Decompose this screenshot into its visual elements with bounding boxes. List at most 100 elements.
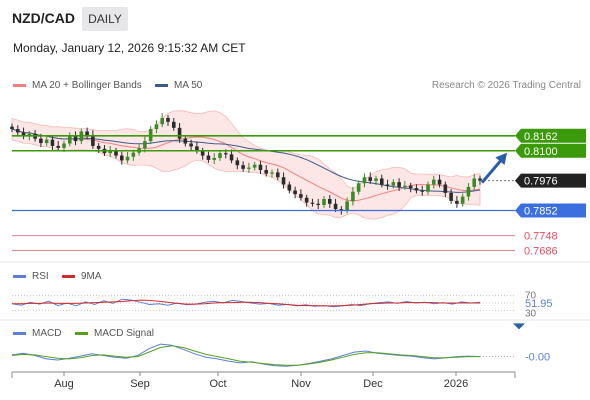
legend-macd-signal-label: MACD Signal xyxy=(94,328,155,339)
candle-body xyxy=(114,150,118,156)
candle-body xyxy=(299,194,303,198)
candle-body xyxy=(189,143,193,147)
rsi-tick-label: 30 xyxy=(525,308,537,319)
candle-body xyxy=(345,201,349,211)
x-axis-label: Oct xyxy=(209,378,226,390)
candle-body xyxy=(108,150,113,154)
candle-body xyxy=(171,121,176,128)
candle-body xyxy=(374,178,378,181)
legend-ma20-bb: MA 20 + Bollinger Bands xyxy=(13,80,142,91)
candle-body xyxy=(56,145,61,148)
price-level-tag xyxy=(515,128,586,143)
candle-body xyxy=(229,154,234,161)
candle-body xyxy=(408,185,413,189)
candle-body xyxy=(119,155,124,161)
price-level-tag xyxy=(515,173,586,188)
candle-body xyxy=(478,178,482,181)
symbol-title: NZD/CAD xyxy=(12,10,75,26)
legend-ma50: MA 50 xyxy=(155,80,202,91)
candle-body xyxy=(91,135,95,146)
projection-arrowhead xyxy=(495,152,507,166)
legend-macd-signal: MACD Signal xyxy=(75,328,154,339)
candle-body xyxy=(160,117,165,125)
candle-body xyxy=(183,138,188,144)
price-level-tag xyxy=(515,203,586,218)
rsi-value-label: 51.95 xyxy=(525,298,553,310)
candle-body xyxy=(460,196,465,204)
macd-signal-swatch xyxy=(75,331,88,335)
legend-ma50-label: MA 50 xyxy=(174,80,203,91)
research-credit: Research © 2026 Trading Central xyxy=(431,80,581,91)
candle-body xyxy=(177,127,182,139)
price-level-label: 0.8162 xyxy=(524,131,558,143)
price-level-label: 0.7852 xyxy=(524,206,558,218)
candle-body xyxy=(166,117,170,122)
candle-body xyxy=(96,145,101,149)
candle-body xyxy=(154,124,159,130)
chart-datetime: Monday, January 12, 2026 9:15:32 AM CET xyxy=(13,41,246,55)
time-axis: Aug Sep Oct Nov Dec 2026 xyxy=(11,371,516,390)
bollinger-bands xyxy=(11,110,481,220)
ma20-swatch xyxy=(13,83,26,87)
macd-value-label: -0.00 xyxy=(525,352,550,364)
candle-body xyxy=(275,172,280,178)
price-panel xyxy=(0,110,590,321)
candle-body xyxy=(247,167,251,169)
candle-body xyxy=(414,188,419,191)
candle-body xyxy=(322,198,326,205)
candle-body xyxy=(85,131,89,136)
legend-rsi: RSI xyxy=(13,271,49,282)
candle-body xyxy=(195,146,199,151)
price-level-label: 0.8100 xyxy=(524,146,558,158)
candle-body xyxy=(125,156,130,161)
x-axis-label: Nov xyxy=(291,378,311,390)
rsi-arrow-icon xyxy=(513,323,525,330)
candle-body xyxy=(310,202,315,204)
candle-body xyxy=(252,164,257,168)
ma20-line xyxy=(11,128,481,202)
candle-body xyxy=(241,165,245,169)
candle-body xyxy=(21,132,26,137)
legend-macd: MACD xyxy=(13,328,61,339)
candle-body xyxy=(62,143,66,148)
candle-body xyxy=(206,155,211,160)
candle-body xyxy=(50,139,55,146)
ma50-swatch xyxy=(155,83,168,87)
candle-body xyxy=(258,164,263,171)
candle-body xyxy=(316,203,321,205)
candle-body xyxy=(327,198,332,204)
candle-body xyxy=(455,200,459,204)
candle-body xyxy=(73,136,78,142)
candle-body xyxy=(212,157,217,160)
candle-body xyxy=(333,203,338,210)
candle-body xyxy=(443,184,448,193)
legend-ma20-label: MA 20 + Bollinger Bands xyxy=(32,80,142,91)
x-axis-label: Dec xyxy=(363,378,383,390)
legend-macd-label: MACD xyxy=(32,328,62,339)
candle-body xyxy=(131,152,136,157)
candle-body xyxy=(437,179,442,185)
price-level-label: 0.7686 xyxy=(524,246,558,258)
timeframe-badge[interactable]: DAILY xyxy=(82,7,128,31)
x-axis-label: Sep xyxy=(130,378,150,390)
candle-body xyxy=(293,190,297,195)
candle-body xyxy=(431,179,436,185)
candle-body xyxy=(391,182,396,186)
candle-body xyxy=(223,153,228,155)
ma50-line xyxy=(11,128,481,193)
macd-swatch xyxy=(13,331,26,335)
candle-body xyxy=(281,177,286,185)
candle-body xyxy=(449,192,453,201)
candle-body xyxy=(351,191,355,202)
candle-body xyxy=(44,139,49,144)
x-axis-label: 2026 xyxy=(444,378,468,390)
candle-body xyxy=(235,160,240,166)
macd-panel: -0.00 xyxy=(11,343,550,367)
candle-body xyxy=(287,184,292,191)
macd-line xyxy=(11,343,481,367)
rsi-ma-swatch xyxy=(62,274,75,278)
candle-body xyxy=(466,186,471,197)
candle-body xyxy=(362,177,367,184)
